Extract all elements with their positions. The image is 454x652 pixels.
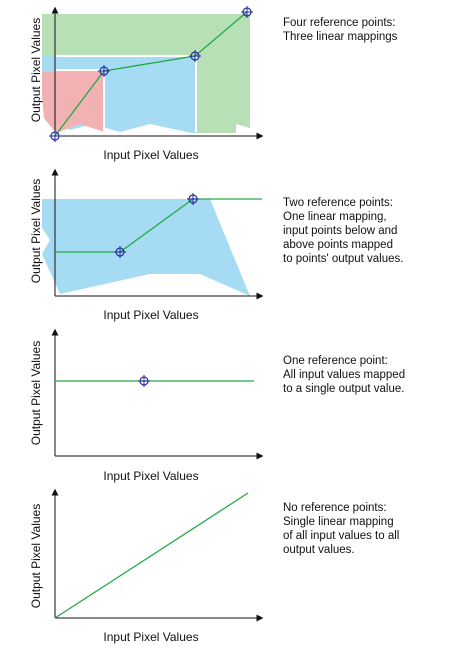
caption-line: of all input values to all bbox=[283, 530, 400, 542]
region-blue bbox=[42, 199, 250, 296]
caption-line: Single linear mapping bbox=[283, 516, 394, 528]
panel-1 bbox=[42, 6, 264, 142]
caption-four-points: Four reference points: Three linear mapp… bbox=[283, 16, 453, 44]
x-axis-label: Input Pixel Values bbox=[103, 148, 199, 162]
caption-line: above points mapped bbox=[283, 239, 393, 251]
mapping-curve bbox=[54, 11, 248, 137]
caption-line: Two reference points: bbox=[283, 197, 393, 209]
caption-line: All input values mapped bbox=[283, 369, 406, 381]
reference-point bbox=[241, 6, 253, 18]
y-axis-label: Output Pixel Values bbox=[29, 178, 43, 284]
caption-line: to a single output value. bbox=[283, 383, 405, 395]
caption-line: One linear mapping, bbox=[283, 211, 387, 223]
mapping-curve bbox=[55, 198, 262, 253]
reference-point bbox=[98, 65, 110, 77]
caption-line: Three linear mappings bbox=[283, 31, 398, 43]
region-green bbox=[42, 14, 250, 134]
caption-line: input points below and bbox=[283, 225, 398, 237]
x-axis-label: Input Pixel Values bbox=[103, 308, 199, 322]
panel-2 bbox=[42, 168, 264, 300]
x-axis-label: Input Pixel Values bbox=[103, 630, 199, 644]
caption-line: output values. bbox=[283, 544, 355, 556]
y-axis-label: Output Pixel Values bbox=[29, 503, 43, 609]
caption-two-points: Two reference points: One linear mapping… bbox=[283, 196, 453, 266]
panel-4 bbox=[51, 488, 264, 622]
y-axis-label: Output Pixel Values bbox=[29, 340, 43, 446]
x-axis-label: Input Pixel Values bbox=[103, 469, 199, 483]
caption-line: Four reference points: bbox=[283, 17, 396, 29]
reference-point bbox=[189, 50, 201, 62]
region-pink bbox=[42, 70, 104, 133]
caption-no-points: No reference points: Single linear mappi… bbox=[283, 501, 453, 557]
y-axis-label: Output Pixel Values bbox=[29, 17, 43, 123]
caption-line: No reference points: bbox=[283, 502, 387, 514]
caption-line: One reference point: bbox=[283, 355, 388, 367]
reference-point bbox=[49, 130, 61, 142]
reference-point bbox=[187, 193, 199, 205]
reference-point bbox=[114, 246, 126, 258]
panel-3 bbox=[51, 328, 264, 460]
caption-line: to points' output values. bbox=[283, 253, 404, 265]
caption-one-point: One reference point: All input values ma… bbox=[283, 354, 453, 396]
mapping-curve bbox=[54, 492, 249, 619]
reference-point bbox=[138, 375, 150, 387]
